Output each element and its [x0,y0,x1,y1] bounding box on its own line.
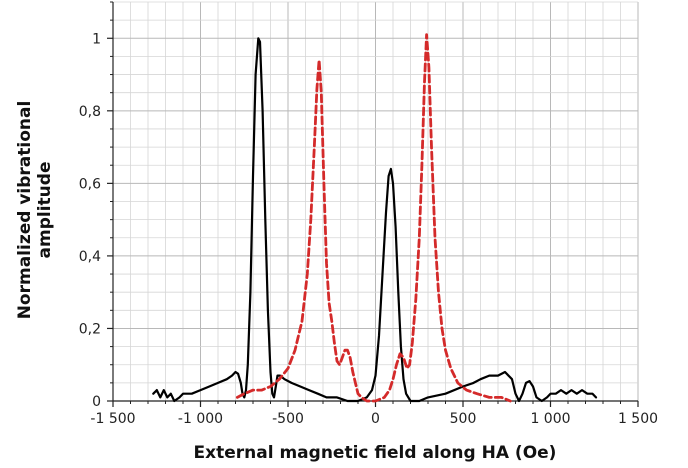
x-tick-label: -1 000 [178,411,223,427]
x-tick-label: 0 [371,411,380,427]
x-tick-label: 500 [450,411,477,427]
series-line-red-dashed [235,33,512,403]
y-axis-title-line: amplitude [35,162,55,259]
y-tick-label: 1 [92,31,101,47]
y-tick-label: 0,4 [79,249,101,265]
y-axis-title: Normalized vibrationalamplitude [15,101,55,320]
x-tick-label: -500 [272,411,304,427]
series-line-black-solid [152,37,598,403]
x-tick-label: -1 500 [90,411,135,427]
y-tick-label: 0 [92,394,101,410]
y-tick-label: 0,8 [79,104,101,120]
x-axis-title: External magnetic field along HA (Oe) [194,443,557,463]
y-tick-label: 0,6 [79,176,101,192]
x-tick-labels: -1 500 -1 000 -500 0 500 1 000 1 500 [90,411,658,427]
series-lines [152,33,598,403]
x-tick-label: 1 000 [530,411,570,427]
grid [112,1,639,402]
y-tick-label: 0,2 [79,321,101,337]
y-axis-title-line: Normalized vibrational [15,101,35,320]
x-tick-label: 1 500 [618,411,658,427]
y-tick-labels: 0 0,2 0,4 0,6 0,8 1 [79,31,101,410]
